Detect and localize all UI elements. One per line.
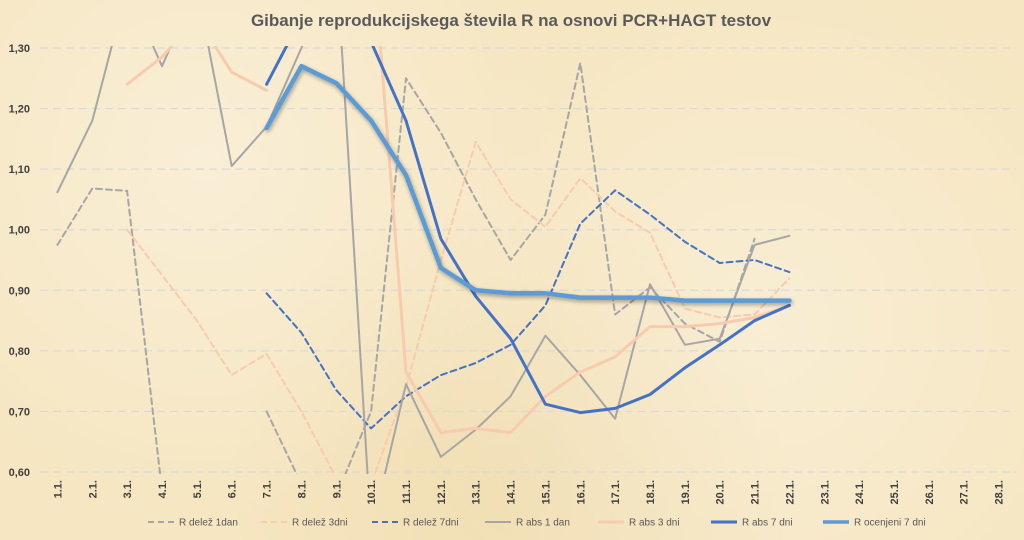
series-group: [56, 46, 792, 474]
x-tick-label: 11.1.: [401, 480, 413, 504]
x-tick-label: 10.1.: [366, 480, 378, 504]
x-tick-label: 5.1.: [192, 480, 204, 498]
legend: R delež 1dan R delež 3dni R delež 7dni R ab…: [148, 518, 926, 529]
legend-label: R delež 1dan: [179, 518, 238, 529]
chart-title: Gibanje reprodukcijskega števila R na os…: [251, 11, 772, 30]
legend-label: R abs 3 dni: [629, 518, 680, 529]
x-tick-label: 25.1.: [889, 480, 901, 504]
x-tick-label: 28.1.: [994, 480, 1006, 504]
y-tick-label: 1,10: [9, 164, 30, 176]
x-tick-label: 20.1.: [715, 480, 727, 504]
y-tick-label: 0,80: [9, 346, 30, 358]
x-tick-label: 9.1.: [331, 480, 343, 498]
x-tick-label: 12.1.: [436, 480, 448, 504]
y-tick-label: 1,20: [9, 104, 30, 116]
series-line-1: [56, 62, 756, 474]
y-tick-label: 1,00: [9, 225, 30, 237]
y-tick-label: 1,30: [9, 43, 30, 55]
y-tick-label: 0,90: [9, 285, 30, 297]
legend-label: R ocenjeni 7 dni: [854, 518, 926, 529]
x-tick-label: 18.1.: [645, 480, 657, 504]
x-tick-label: 19.1.: [680, 480, 692, 504]
x-tick-label: 26.1.: [924, 480, 936, 504]
x-tick-label: 7.1.: [262, 480, 274, 498]
legend-label: R abs 1 dan: [516, 518, 570, 529]
series-line-7: [264, 63, 792, 303]
x-tick-label: 6.1.: [227, 480, 239, 498]
x-tick-label: 2.1.: [87, 480, 99, 498]
x-tick-label: 8.1.: [296, 480, 308, 498]
series-line-3: [265, 189, 791, 430]
series-line-6: [265, 46, 791, 415]
x-tick-label: 4.1.: [157, 480, 169, 498]
x-tick-label: 22.1.: [784, 480, 796, 504]
y-tick-label: 0,60: [9, 467, 30, 479]
x-tick-label: 23.1.: [819, 480, 831, 504]
y-axis: 0,60 0,70 0,80 0,90 1,00 1,10 1,20 1,30: [9, 43, 30, 479]
legend-label: R delež 3dni: [292, 518, 348, 529]
x-tick-label: 3.1.: [122, 480, 134, 498]
series-line-2: [126, 140, 791, 474]
x-tick-label: 17.1.: [610, 480, 622, 504]
x-tick-label: 13.1.: [471, 480, 483, 504]
x-tick-label: 21.1.: [750, 480, 762, 504]
legend-label: R abs 7 dni: [742, 518, 793, 529]
y-tick-label: 0,70: [9, 406, 30, 418]
x-tick-label: 1.1.: [52, 480, 64, 498]
x-tick-label: 16.1.: [575, 480, 587, 504]
x-tick-label: 24.1.: [854, 480, 866, 504]
grid: [40, 47, 1016, 473]
series-line-5: [125, 46, 791, 435]
series-line-4: [56, 46, 791, 474]
x-tick-label: 15.1.: [540, 480, 552, 504]
x-axis: 1.1. 2.1. 3.1. 4.1. 5.1. 6.1. 7.1. 8.1. 9.1. 10.1…: [52, 480, 1005, 504]
legend-label: R delež 7dni: [403, 518, 459, 529]
x-tick-label: 27.1.: [959, 480, 971, 504]
x-tick-label: 14.1.: [506, 480, 518, 504]
